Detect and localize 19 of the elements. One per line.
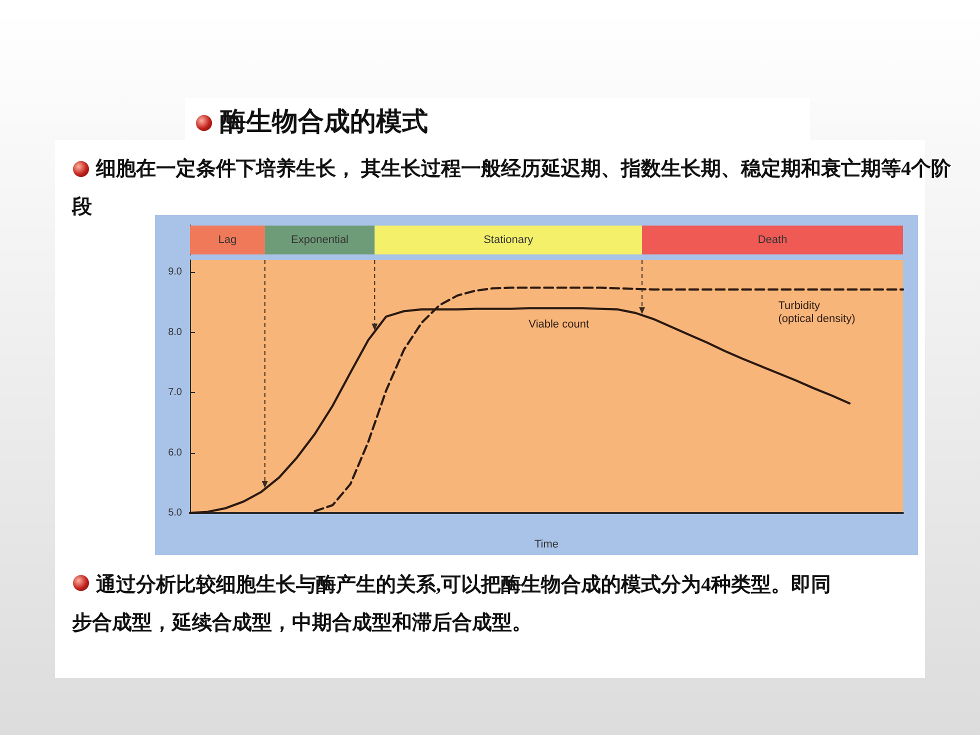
bar bbox=[374, 226, 642, 254]
y-tick-label: 5.0 bbox=[168, 508, 182, 518]
series-label: Turbidity (optical density) bbox=[778, 300, 856, 326]
y-tick-label: 6.0 bbox=[168, 447, 182, 458]
x-axis-title: Time bbox=[534, 538, 559, 550]
text: 通过分析比较细胞生长与酶产生的关系,可以把酶生物合成的模式分为4种类型。即同步合成型，延续合成型，中期合成型和滞后合成型。 bbox=[72, 572, 832, 636]
bar bbox=[190, 226, 265, 254]
series-label: Exponential bbox=[291, 234, 349, 246]
y-tick-label: 8.0 bbox=[168, 326, 182, 338]
series-label: Lag bbox=[218, 234, 237, 246]
chart-subtitle: 细胞在一定条件下培养生长， 其生长过程一般经历延迟期、指数生长期、稳定期和衰亡期等4个阶段 bbox=[72, 156, 952, 220]
series-label: Stationary bbox=[484, 234, 534, 246]
y-tick-label: 9.0 bbox=[168, 266, 182, 278]
bar bbox=[642, 226, 903, 254]
series-label: Death bbox=[758, 234, 788, 246]
chart-title: 酶生物合成的模式 bbox=[220, 106, 428, 138]
bar bbox=[264, 226, 375, 254]
y-tick-label: 7.0 bbox=[168, 387, 182, 398]
series-label: Viable count bbox=[528, 318, 590, 331]
